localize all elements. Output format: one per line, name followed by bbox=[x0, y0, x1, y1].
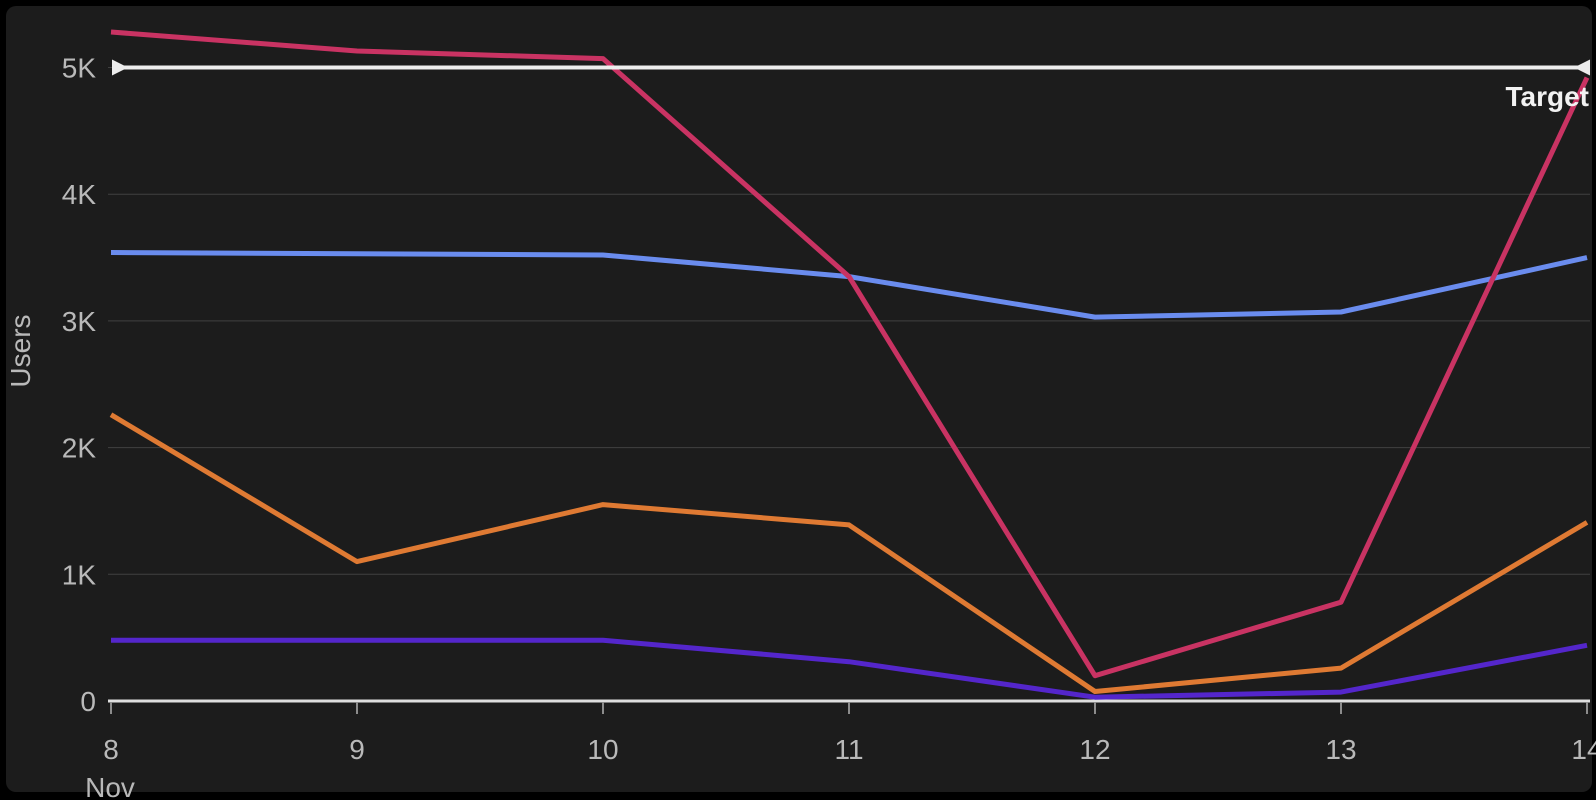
y-tick-label: 4K bbox=[62, 179, 97, 210]
series-layer bbox=[109, 29, 1590, 700]
target-arrow-left bbox=[112, 59, 128, 76]
series-line-violet[interactable] bbox=[111, 637, 1588, 700]
y-tick-labels-layer: 0 1K 2K 3K 4K 5K bbox=[62, 53, 97, 718]
y-tick-label: 1K bbox=[62, 559, 97, 590]
x-tick-label: 12 bbox=[1079, 734, 1110, 765]
y-tick-label: 0 bbox=[80, 686, 96, 717]
target-arrow-right bbox=[1574, 59, 1590, 76]
x-tick-labels-layer: 8 9 10 11 12 13 14 bbox=[103, 734, 1596, 765]
x-tick-marks-layer bbox=[110, 702, 1588, 714]
target-reference-layer bbox=[112, 59, 1590, 76]
x-tick-label: 14 bbox=[1571, 734, 1596, 765]
y-tick-label: 5K bbox=[62, 53, 97, 84]
x-tick-label: 13 bbox=[1325, 734, 1356, 765]
series-line-magenta[interactable] bbox=[110, 29, 1590, 679]
y-axis-title: Users bbox=[5, 314, 36, 387]
y-tick-label: 2K bbox=[62, 433, 97, 464]
target-label: Target bbox=[1506, 81, 1590, 112]
x-axis-month-label: Nov bbox=[85, 772, 135, 800]
x-tick-label: 11 bbox=[834, 734, 863, 765]
chart-panel bbox=[6, 6, 1592, 792]
x-tick-label: 8 bbox=[103, 734, 119, 765]
series-line-orange[interactable] bbox=[109, 412, 1589, 694]
x-tick-label: 10 bbox=[587, 734, 618, 765]
y-tick-label: 3K bbox=[62, 306, 97, 337]
x-tick-label: 9 bbox=[349, 734, 365, 765]
